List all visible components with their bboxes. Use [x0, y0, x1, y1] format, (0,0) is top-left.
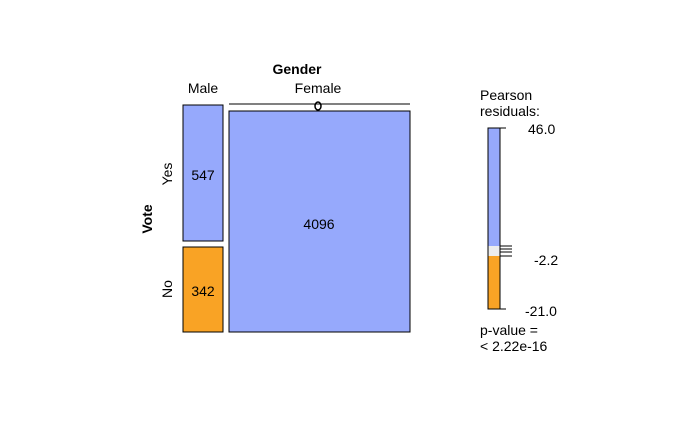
tile-male-no — [182, 246, 224, 333]
legend-title-line1: Pearson — [480, 87, 532, 103]
legend-bar-positive — [488, 128, 500, 246]
tile-female-yes — [228, 110, 411, 333]
legend-label-cutoff: -2.2 — [534, 252, 558, 268]
legend-bar-neutral — [488, 246, 500, 256]
legend-bar-negative — [488, 256, 500, 309]
row-label-yes: Yes — [159, 163, 175, 186]
row-variable-label: Vote — [139, 204, 155, 234]
column-label-female: Female — [295, 80, 342, 96]
tile-male-yes — [182, 104, 224, 242]
row-label-no: No — [159, 280, 175, 298]
legend-label-min: -21.0 — [525, 303, 557, 319]
column-label-male: Male — [188, 80, 219, 96]
cell-label-female-yes: 4096 — [303, 216, 334, 232]
cell-label-male-yes: 547 — [191, 167, 215, 183]
legend-title-line2: residuals: — [480, 103, 540, 119]
pvalue-line1: p-value = — [480, 322, 538, 338]
cell-label-male-no: 342 — [191, 283, 215, 299]
pvalue-line2: < 2.22e-16 — [480, 338, 548, 354]
column-variable-label: Gender — [272, 61, 322, 77]
zero-cell-marker — [314, 101, 322, 111]
legend-bar-frame — [487, 127, 501, 310]
legend-label-max: 46.0 — [528, 121, 555, 137]
